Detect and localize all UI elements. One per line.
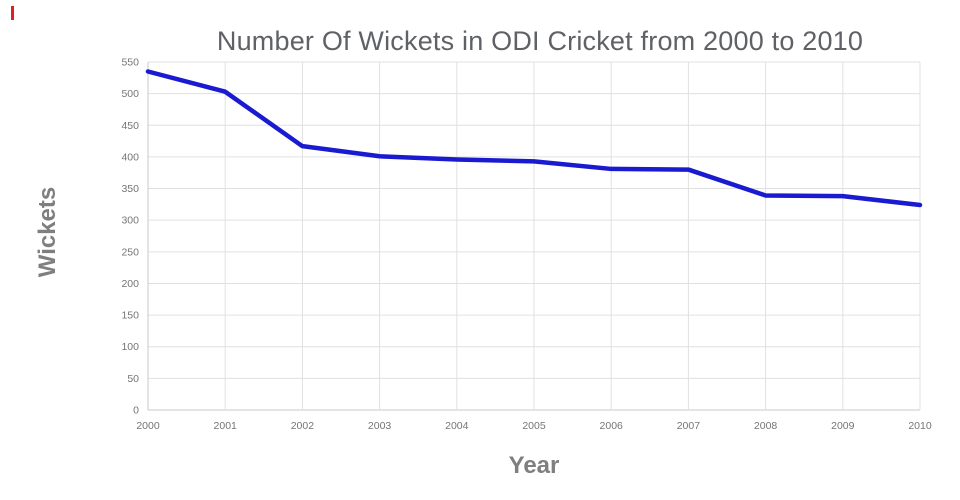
x-tick-label: 2000 <box>136 420 160 432</box>
x-tick-label: 2001 <box>214 420 238 432</box>
y-tick-label: 350 <box>121 183 139 195</box>
y-tick-label: 400 <box>121 151 139 163</box>
y-tick-label: 300 <box>121 215 139 227</box>
y-tick-label: 550 <box>121 57 139 69</box>
x-tick-label: 2009 <box>831 420 855 432</box>
y-tick-label: 450 <box>121 120 139 132</box>
x-tick-label: 2007 <box>677 420 701 432</box>
y-tick-label: 50 <box>127 373 139 385</box>
y-tick-label: 150 <box>121 310 139 322</box>
x-tick-label: 2008 <box>754 420 778 432</box>
x-tick-label: 2002 <box>291 420 315 432</box>
y-tick-label: 200 <box>121 278 139 290</box>
x-tick-label: 2010 <box>908 420 932 432</box>
x-tick-label: 2003 <box>368 420 392 432</box>
x-tick-label: 2006 <box>600 420 624 432</box>
y-tick-label: 250 <box>121 246 139 258</box>
red-screen-artifact <box>11 6 14 20</box>
x-axis-label: Year <box>508 452 560 479</box>
y-tick-label: 0 <box>133 405 139 417</box>
y-tick-label: 100 <box>121 341 139 353</box>
x-tick-label: 2005 <box>522 420 546 432</box>
x-tick-label: 2004 <box>445 420 469 432</box>
y-axis-label: Wickets <box>34 186 61 278</box>
y-tick-label: 500 <box>121 88 139 100</box>
wickets-data-line <box>145 69 923 208</box>
chart-title: Number Of Wickets in ODI Cricket from 20… <box>216 26 864 56</box>
